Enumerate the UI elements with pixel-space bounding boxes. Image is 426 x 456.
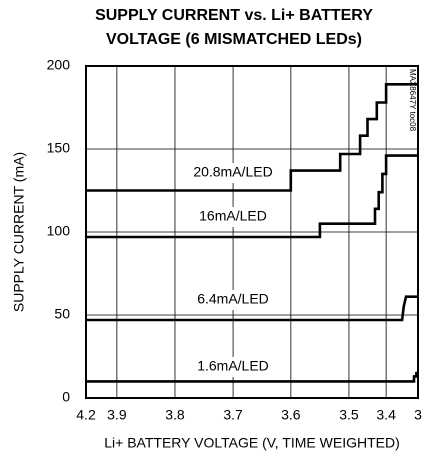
label-bg xyxy=(178,290,288,310)
series-line xyxy=(86,154,418,239)
x-axis-label: Li+ BATTERY VOLTAGE (V, TIME WEIGHTED) xyxy=(104,435,400,451)
y-axis-label: SUPPLY CURRENT (mA) xyxy=(11,152,27,312)
series-line xyxy=(86,371,418,383)
x-tick-label: 3.7 xyxy=(223,407,243,423)
series-label: 6.4mA/LED xyxy=(197,291,269,307)
y-tick-label: 0 xyxy=(62,389,70,405)
label-bg xyxy=(178,163,288,183)
series-line xyxy=(86,83,418,192)
x-tick-label: 3.6 xyxy=(281,407,301,423)
x-tick-label: 3 xyxy=(414,407,422,423)
watermark: MAX8647Y toc08 xyxy=(408,69,417,132)
chart-title: SUPPLY CURRENT vs. Li+ BATTERY xyxy=(95,7,373,24)
series-label: 1.6mA/LED xyxy=(197,358,269,374)
y-tick-label: 150 xyxy=(47,140,71,156)
series-label: 16mA/LED xyxy=(199,208,267,224)
y-tick-label: 100 xyxy=(47,223,71,239)
label-bg xyxy=(178,207,288,227)
plot-frame xyxy=(85,65,419,399)
y-tick-label: 200 xyxy=(47,57,71,73)
chart-title: VOLTAGE (6 MISMATCHED LEDs) xyxy=(106,31,362,48)
x-tick-label: 3.4 xyxy=(376,407,396,423)
y-tick-label: 50 xyxy=(54,306,70,322)
x-tick-label: 4.2 xyxy=(76,407,96,423)
label-bg xyxy=(178,357,288,377)
x-tick-label: 3.9 xyxy=(107,407,127,423)
x-tick-label: 3.8 xyxy=(165,407,185,423)
series-line xyxy=(86,295,418,322)
x-tick-label: 3.5 xyxy=(339,407,359,423)
series-label: 20.8mA/LED xyxy=(193,164,272,180)
